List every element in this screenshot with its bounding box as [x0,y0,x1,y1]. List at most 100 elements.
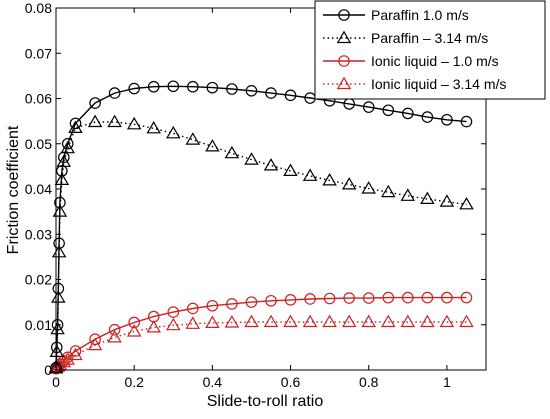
legend-entry-paraffin-3-14-m-s: Paraffin – 3.14 m/s [323,30,488,46]
data-point-ionic-liquid-3-14-m-s [87,337,103,351]
data-point-paraffin-3-14-m-s [381,184,396,198]
data-point-paraffin-3-14-m-s [263,158,279,171]
data-point-paraffin-1-0-m-s [69,117,82,130]
data-point-paraffin-3-14-m-s [49,344,65,357]
legend-label: Ionic liquid – 1.0 m/s [371,53,499,69]
x-tick-label: 1 [443,374,451,390]
data-point-paraffin-1-0-m-s [362,101,375,113]
y-tick-label: 0.05 [25,136,52,152]
data-point-paraffin-1-0-m-s [187,80,199,93]
data-point-ionic-liquid-3-14-m-s [381,314,396,328]
data-point-paraffin-3-14-m-s [54,172,70,185]
x-tick-label: 0.4 [203,374,223,390]
data-point-ionic-liquid-1-0-m-s [460,291,473,304]
data-point-ionic-liquid-3-14-m-s [60,352,75,365]
data-point-paraffin-3-14-m-s [68,120,83,133]
y-tick-label: 0 [44,362,52,378]
data-point-paraffin-3-14-m-s [56,154,72,167]
data-point-paraffin-1-0-m-s [53,237,65,250]
data-point-paraffin-1-0-m-s [265,87,277,99]
data-point-paraffin-1-0-m-s [51,318,64,331]
data-point-ionic-liquid-1-0-m-s [187,302,199,315]
data-point-paraffin-1-0-m-s [421,111,434,123]
legend-entry-ionic-liquid-3-14-m-s: Ionic liquid – 3.14 m/s [323,76,506,92]
y-tick-label: 0.07 [25,45,52,61]
data-point-ionic-liquid-3-14-m-s [56,354,72,368]
data-point-paraffin-1-0-m-s [89,97,101,109]
data-point-paraffin-3-14-m-s [420,191,435,204]
data-point-paraffin-3-14-m-s [51,290,66,303]
data-point-ionic-liquid-3-14-m-s [263,314,279,328]
x-tick-label: 0.2 [124,374,144,390]
y-tick-label: 0.03 [25,226,52,242]
x-tick-label: 0 [52,374,60,390]
data-point-paraffin-3-14-m-s [205,139,220,152]
data-point-paraffin-3-14-m-s [439,194,455,207]
data-point-ionic-liquid-1-0-m-s [402,291,414,304]
data-point-paraffin-1-0-m-s [245,85,258,97]
data-point-paraffin-1-0-m-s [128,82,140,95]
data-point-paraffin-1-0-m-s [54,196,66,209]
legend-label: Paraffin 1.0 m/s [371,7,469,23]
y-tick-label: 0.04 [25,181,52,197]
legend-entry-paraffin-1-0-m-s: Paraffin 1.0 m/s [323,7,469,23]
data-point-ionic-liquid-3-14-m-s [68,347,83,361]
data-point-ionic-liquid-3-14-m-s [420,314,435,328]
series-line-paraffin-3-14-m-s [55,121,467,368]
data-point-paraffin-3-14-m-s [48,360,64,373]
data-point-paraffin-1-0-m-s [52,282,65,295]
data-point-paraffin-3-14-m-s [126,116,142,130]
y-tick-label: 0.02 [25,272,52,288]
series-ionic-liquid-3-14-m-s [48,314,474,374]
data-point-ionic-liquid-3-14-m-s [166,317,181,331]
legend-label: Ionic liquid – 3.14 m/s [371,76,506,92]
x-tick-label: 0.6 [281,374,301,390]
data-point-paraffin-1-0-m-s [284,89,297,102]
data-point-paraffin-3-14-m-s [400,188,416,201]
data-point-paraffin-3-14-m-s [146,121,161,134]
legend-marker [338,9,350,21]
data-point-paraffin-3-14-m-s [244,152,259,165]
legend-entry-ionic-liquid-1-0-m-s: Ionic liquid – 1.0 m/s [323,53,499,69]
data-point-ionic-liquid-3-14-m-s [224,315,240,328]
data-point-paraffin-3-14-m-s [322,173,337,186]
data-point-ionic-liquid-3-14-m-s [459,314,474,328]
data-point-paraffin-1-0-m-s [402,107,414,120]
data-point-paraffin-3-14-m-s [302,168,318,181]
data-point-paraffin-3-14-m-s [283,163,298,176]
data-point-paraffin-3-14-m-s [459,197,474,210]
data-point-ionic-liquid-3-14-m-s [283,314,298,328]
data-point-paraffin-1-0-m-s [147,80,160,93]
data-point-ionic-liquid-1-0-m-s [167,306,180,318]
x-tick-label: 0.8 [359,374,379,390]
data-point-ionic-liquid-3-14-m-s [107,330,122,343]
data-point-paraffin-3-14-m-s [341,177,357,190]
data-point-ionic-liquid-1-0-m-s [206,299,219,312]
data-point-ionic-liquid-1-0-m-s [304,293,316,305]
data-point-paraffin-1-0-m-s [226,83,238,95]
axes-layer: 0 0.2 0.4 0.6 0.8 1 0 0.01 0.02 0.03 0.04 0.05 0.06 0… [25,0,487,390]
data-point-paraffin-3-14-m-s [107,114,122,128]
legend: Paraffin 1.0 m/s Paraffin – 3.14 m/s Ionic… [314,0,546,100]
data-point-ionic-liquid-3-14-m-s [146,320,161,333]
data-point-ionic-liquid-3-14-m-s [361,314,376,328]
legend-box [314,0,546,100]
data-point-ionic-liquid-1-0-m-s [421,291,434,304]
data-point-ionic-liquid-3-14-m-s [322,314,337,328]
data-point-paraffin-3-14-m-s [87,114,103,128]
legend-marker [338,55,350,67]
data-point-ionic-liquid-1-0-m-s [441,291,453,304]
data-point-ionic-liquid-3-14-m-s [341,314,357,328]
data-point-ionic-liquid-1-0-m-s [128,316,140,329]
data-point-ionic-liquid-1-0-m-s [323,292,336,305]
data-point-ionic-liquid-1-0-m-s [245,296,258,308]
y-tick-label: 0.06 [25,91,52,107]
data-point-ionic-liquid-1-0-m-s [284,294,297,306]
data-point-ionic-liquid-3-14-m-s [185,316,201,329]
x-axis-label: Slide-to-roll ratio [207,393,324,410]
data-point-ionic-liquid-1-0-m-s [265,294,277,307]
data-point-paraffin-1-0-m-s [61,137,74,150]
data-point-ionic-liquid-3-14-m-s [205,315,220,328]
